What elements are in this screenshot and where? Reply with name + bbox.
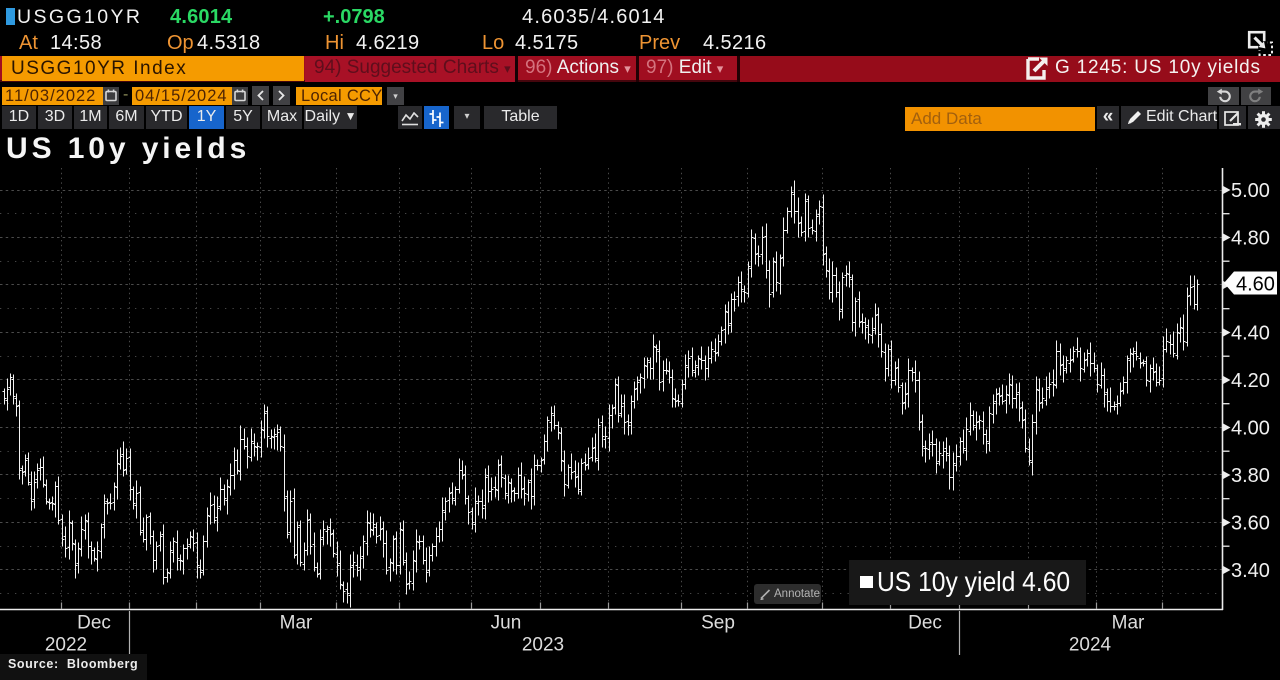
svg-text:3.40: 3.40 [1231, 560, 1270, 582]
svg-text:Sep: Sep [701, 613, 735, 634]
svg-text:3.60: 3.60 [1231, 513, 1270, 535]
svg-text:Jun: Jun [491, 613, 522, 634]
svg-text:3.80: 3.80 [1231, 465, 1270, 487]
svg-text:Dec: Dec [77, 613, 111, 634]
svg-text:Mar: Mar [1112, 613, 1145, 634]
svg-text:2024: 2024 [1069, 635, 1112, 656]
svg-text:Mar: Mar [280, 613, 313, 634]
svg-text:4.00: 4.00 [1231, 418, 1270, 440]
svg-text:Dec: Dec [908, 613, 942, 634]
svg-text:4.60: 4.60 [1236, 274, 1275, 296]
svg-text:2023: 2023 [522, 635, 564, 656]
svg-text:4.20: 4.20 [1231, 370, 1270, 392]
svg-text:5.00: 5.00 [1231, 180, 1270, 202]
svg-text:4.80: 4.80 [1231, 228, 1270, 250]
svg-text:2022: 2022 [45, 635, 87, 656]
svg-text:4.40: 4.40 [1231, 323, 1270, 345]
